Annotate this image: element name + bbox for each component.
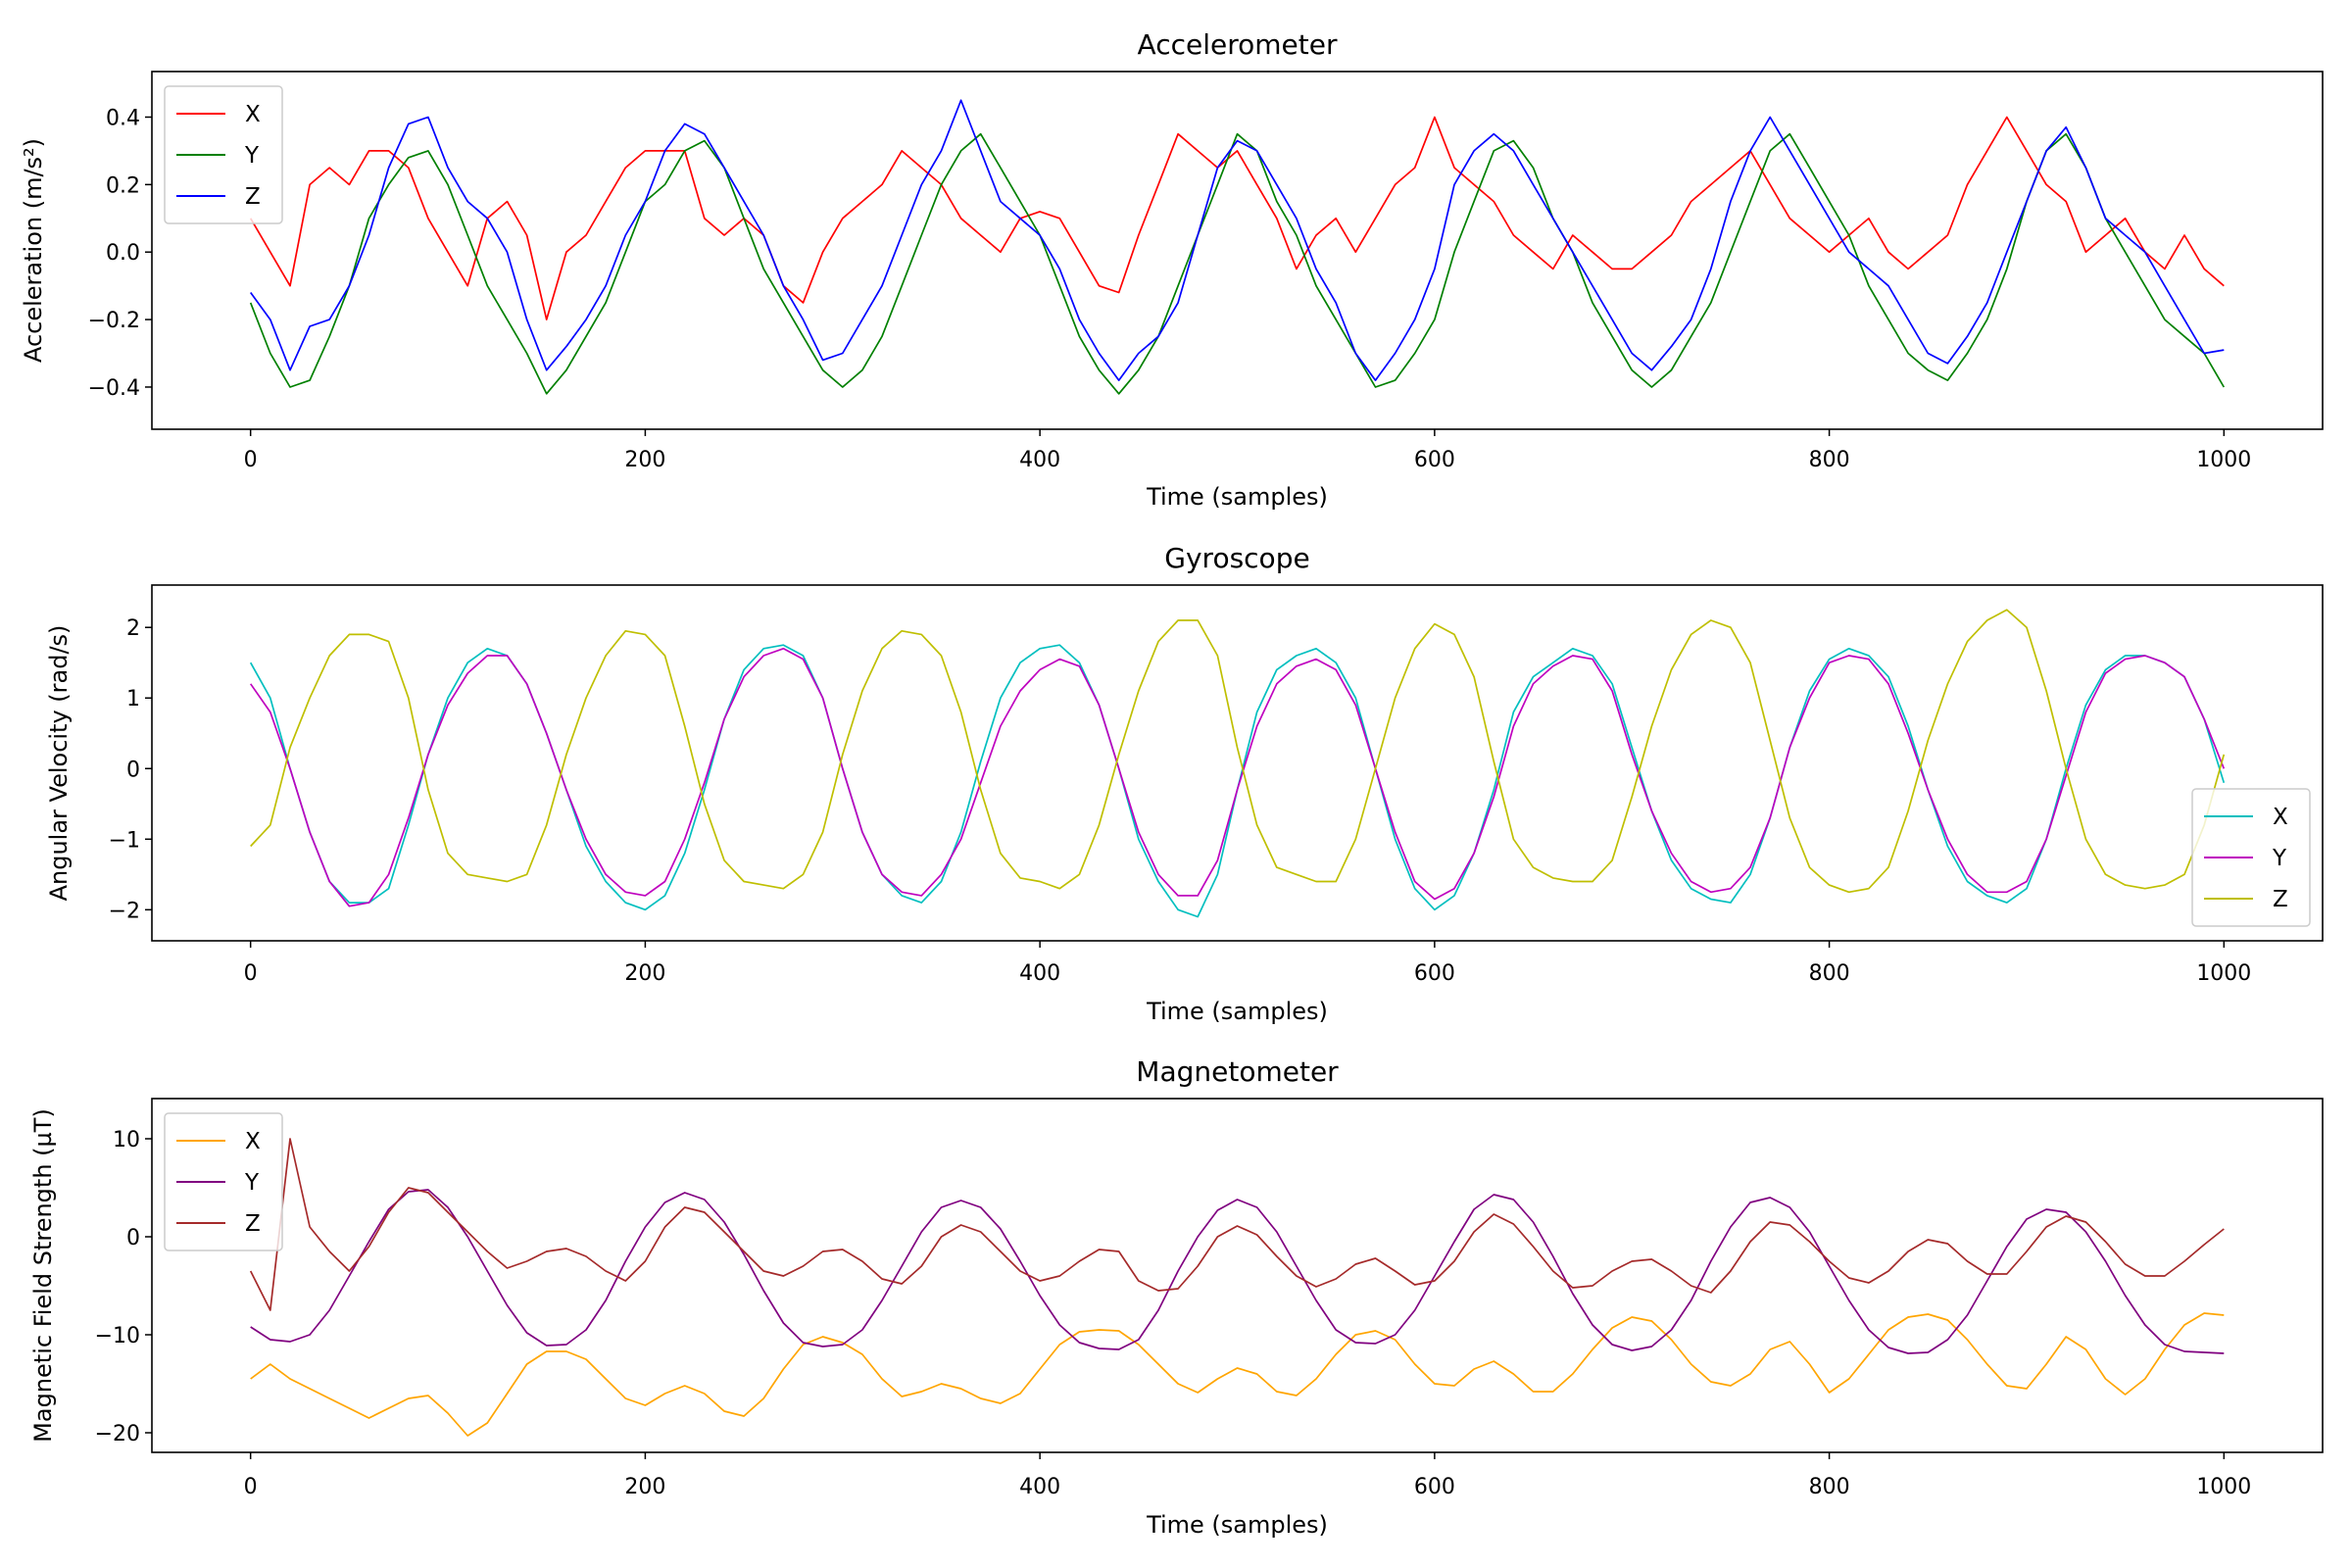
y-tick-label: 0.2 — [106, 173, 140, 198]
x-tick-label: 600 — [1414, 1475, 1455, 1499]
y-axis-label: Acceleration (m/s²) — [20, 138, 47, 363]
chart-title: Magnetometer — [1136, 1055, 1339, 1088]
legend-label-z: Z — [245, 1211, 261, 1237]
y-tick-label: 10 — [113, 1128, 140, 1152]
gyroscope-series-z-line — [250, 609, 2226, 894]
legend-label-y: Y — [2272, 846, 2287, 871]
x-tick-label: 800 — [1809, 961, 1850, 986]
x-tick-label: 200 — [624, 448, 665, 472]
gyroscope-axes-frame — [151, 584, 2324, 942]
y-tick-label: −0.2 — [88, 309, 140, 333]
y-tick-label: −10 — [95, 1324, 140, 1348]
accelerometer-series-z-line — [250, 99, 2225, 381]
x-axis-label: Time (samples) — [1146, 1511, 1328, 1539]
legend-label-x: X — [245, 1129, 261, 1154]
magnetometer-axes-frame — [151, 1098, 2324, 1453]
y-tick-label: 0.4 — [106, 106, 140, 130]
x-tick-label: 1000 — [2196, 1475, 2251, 1499]
magnetometer-legend: XYZ — [164, 1112, 283, 1251]
y-axis-label: Magnetic Field Strength (µT) — [29, 1108, 57, 1443]
y-axis-label: Angular Velocity (rad/s) — [45, 625, 73, 902]
y-tick-label: 0 — [126, 758, 140, 782]
y-tick-label: 0 — [126, 1226, 140, 1250]
x-tick-label: 800 — [1809, 448, 1850, 472]
legend-label-z: Z — [245, 184, 261, 210]
y-tick-label: −20 — [95, 1422, 140, 1446]
x-tick-label: 1000 — [2196, 961, 2251, 986]
magnetometer-series-y-line — [250, 1189, 2225, 1354]
legend-label-x: X — [245, 102, 261, 127]
legend-label-z: Z — [2273, 887, 2288, 912]
accelerometer-series-y-line — [249, 132, 2226, 395]
x-tick-label: 400 — [1019, 448, 1060, 472]
legend-label-y: Y — [244, 143, 260, 169]
chart-title: Accelerometer — [1138, 28, 1338, 61]
x-tick-label: 200 — [624, 1475, 665, 1499]
x-tick-label: 400 — [1019, 961, 1060, 986]
magnetometer-panel: 0 200 400 600 800 1000 −20 −10 0 10 Magnetometer Ti… — [29, 1055, 2324, 1539]
x-tick-label: 800 — [1809, 1475, 1850, 1499]
magnetometer-series-x-line — [250, 1312, 2225, 1437]
y-tick-label: 0.0 — [106, 241, 140, 266]
x-tick-label: 600 — [1414, 961, 1455, 986]
accelerometer-series-x-line — [249, 116, 2225, 320]
y-tick-label: 1 — [126, 687, 140, 711]
gyroscope-panel: 0 200 400 600 800 1000 −2 −1 0 1 2 Gyroscope Time (s… — [45, 542, 2324, 1025]
chart-title: Gyroscope — [1164, 542, 1309, 574]
y-tick-label: −2 — [109, 899, 140, 923]
accelerometer-axes-frame — [151, 71, 2324, 430]
x-tick-label: 0 — [244, 448, 258, 472]
x-tick-label: 400 — [1019, 1475, 1060, 1499]
x-tick-label: 0 — [244, 961, 258, 986]
y-tick-label: −0.4 — [88, 376, 140, 401]
gyroscope-series-y-line — [250, 647, 2226, 907]
y-tick-label: −1 — [109, 828, 140, 853]
x-axis-label: Time (samples) — [1146, 483, 1328, 511]
y-tick-label: 2 — [126, 616, 140, 641]
magnetometer-series-z-line — [249, 1138, 2225, 1311]
x-tick-label: 0 — [244, 1475, 258, 1499]
gyroscope-legend: XYZ — [2191, 788, 2311, 927]
accelerometer-legend: XYZ — [164, 85, 283, 224]
legend-label-y: Y — [244, 1170, 260, 1196]
x-tick-label: 1000 — [2196, 448, 2251, 472]
x-axis-label: Time (samples) — [1146, 998, 1328, 1025]
accelerometer-panel: 0 200 400 600 800 1000 −0.4 −0.2 0.0 0.2 0.4 Accele… — [20, 28, 2324, 511]
x-tick-label: 200 — [624, 961, 665, 986]
legend-label-x: X — [2273, 805, 2288, 830]
x-tick-label: 600 — [1414, 448, 1455, 472]
